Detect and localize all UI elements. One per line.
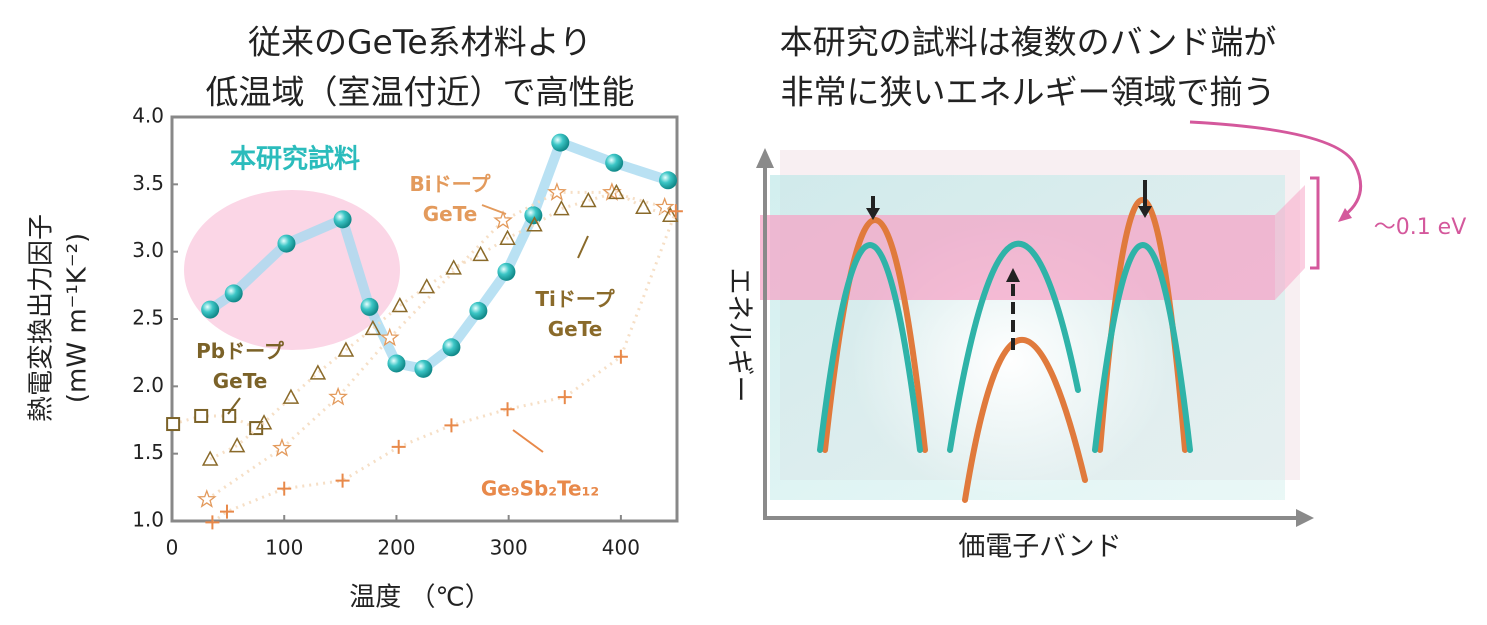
data-point — [605, 153, 624, 172]
data-point — [201, 300, 220, 319]
x-axis-label: 温度 （℃） — [349, 583, 490, 613]
data-point — [219, 504, 234, 519]
data-point — [272, 437, 292, 457]
y-axis-label: (mW m⁻¹K⁻²) — [63, 233, 93, 403]
data-point — [277, 481, 292, 496]
data-point — [551, 133, 570, 152]
series-line — [209, 190, 671, 461]
y-tick-label: 3.0 — [132, 238, 164, 262]
x-tick-label: 300 — [490, 536, 528, 560]
series-line — [207, 137, 670, 374]
legend-label: Tiドープ GeTe — [535, 287, 615, 341]
data-point — [557, 390, 572, 405]
series-line — [211, 210, 678, 524]
x-tick-label: 200 — [377, 536, 415, 560]
data-point — [337, 341, 355, 357]
data-point — [364, 319, 382, 336]
label-arrow — [512, 429, 544, 453]
data-point — [196, 489, 217, 508]
label-arrow — [227, 397, 241, 415]
y-tick-label: 3.5 — [132, 171, 164, 195]
data-point — [668, 204, 683, 219]
data-point — [580, 191, 597, 208]
data-point — [500, 402, 515, 417]
y-tick-label: 4.0 — [132, 104, 164, 128]
data-point — [333, 210, 352, 229]
x-axis-label: 価電子バンド — [958, 532, 1121, 563]
label-arrow — [577, 235, 589, 259]
y-tick-label: 1.0 — [132, 508, 164, 532]
data-point — [328, 386, 348, 406]
data-point — [445, 259, 462, 275]
data-point — [335, 473, 350, 488]
y-tick-label: 2.0 — [132, 373, 164, 397]
data-point — [659, 171, 678, 190]
data-point — [662, 206, 679, 223]
data-point — [442, 338, 461, 357]
diagram-title: 非常に狭いエネルギー領域で揃う — [781, 73, 1276, 112]
series-line — [172, 414, 257, 430]
data-point — [553, 199, 570, 216]
data-point — [444, 418, 459, 433]
y-tick-label: 1.5 — [132, 440, 164, 464]
data-point — [194, 408, 209, 423]
y-axis-label: エネルギー — [724, 268, 755, 403]
data-point — [613, 349, 628, 364]
data-point — [379, 327, 400, 347]
data-point — [201, 450, 219, 466]
data-point — [497, 262, 516, 281]
data-point — [166, 417, 181, 432]
x-tick-label: 100 — [265, 536, 303, 560]
legend-label: 本研究試料 — [230, 144, 360, 175]
y-axis-label: 熱電変換出力因子 — [27, 214, 57, 422]
data-point — [414, 359, 433, 378]
x-tick-label: 0 — [166, 536, 179, 560]
data-point — [499, 229, 516, 245]
y-tick-label: 2.5 — [132, 306, 164, 330]
legend-label: Ge₉Sb₂Te₁₂ — [481, 477, 599, 501]
data-point — [654, 196, 675, 216]
data-point — [205, 515, 220, 530]
chart-title: 低温域（室温付近）で高性能 — [206, 73, 635, 112]
data-point — [222, 408, 237, 423]
data-point — [493, 210, 513, 230]
data-point — [224, 284, 243, 303]
legend-label: Biドープ GeTe — [410, 172, 492, 226]
data-point — [472, 245, 489, 262]
data-point — [469, 301, 488, 320]
data-point — [228, 437, 246, 453]
data-point — [418, 278, 436, 294]
band-diagram — [756, 120, 1363, 527]
data-point — [635, 198, 652, 214]
data-point — [277, 234, 296, 253]
legend-label: Pbドープ GeTe — [196, 339, 285, 393]
data-point — [608, 183, 625, 200]
data-point — [547, 182, 567, 201]
highlight-ellipse — [184, 190, 400, 350]
data-point — [255, 414, 273, 430]
data-point — [391, 439, 406, 454]
data-point — [360, 297, 379, 316]
data-point — [391, 296, 409, 313]
chart-title: 従来のGeTe系材料より — [248, 23, 592, 62]
data-point — [309, 364, 327, 380]
annotation: ～0.1 eV — [1374, 215, 1467, 240]
x-tick-label: 400 — [602, 536, 640, 560]
label-arrow — [481, 204, 507, 215]
data-point — [282, 388, 300, 404]
diagram-title: 本研究の試料は複数のバンド端が — [780, 23, 1277, 62]
data-point — [524, 206, 543, 225]
data-point — [526, 216, 543, 232]
data-point — [387, 354, 406, 373]
